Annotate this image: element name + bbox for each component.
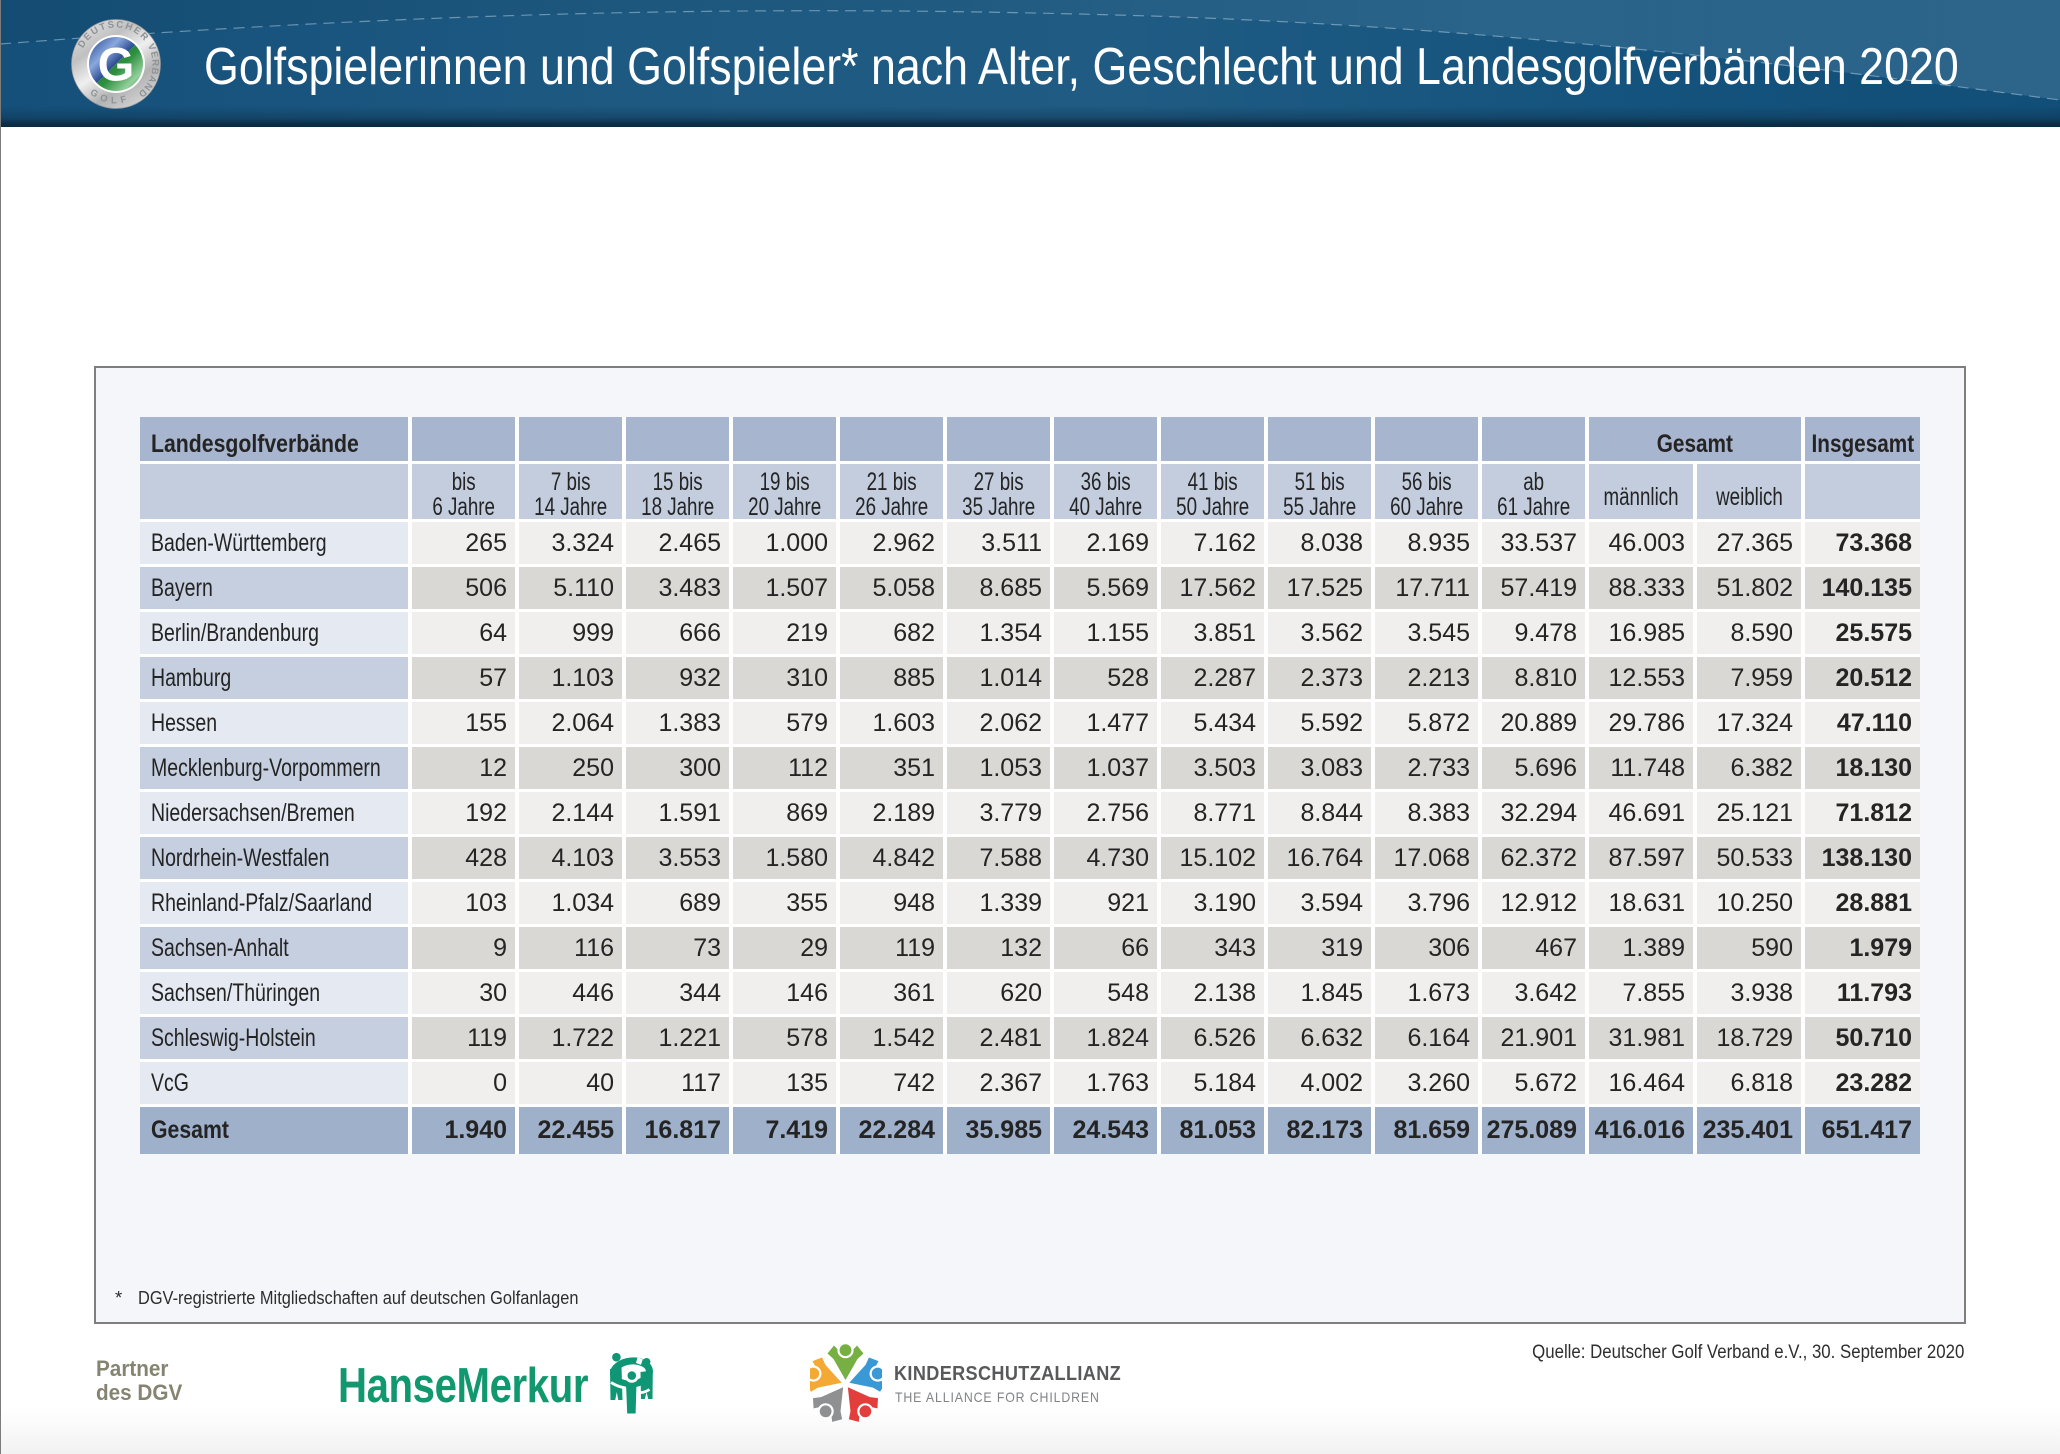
svg-text:G: G: [98, 38, 135, 91]
